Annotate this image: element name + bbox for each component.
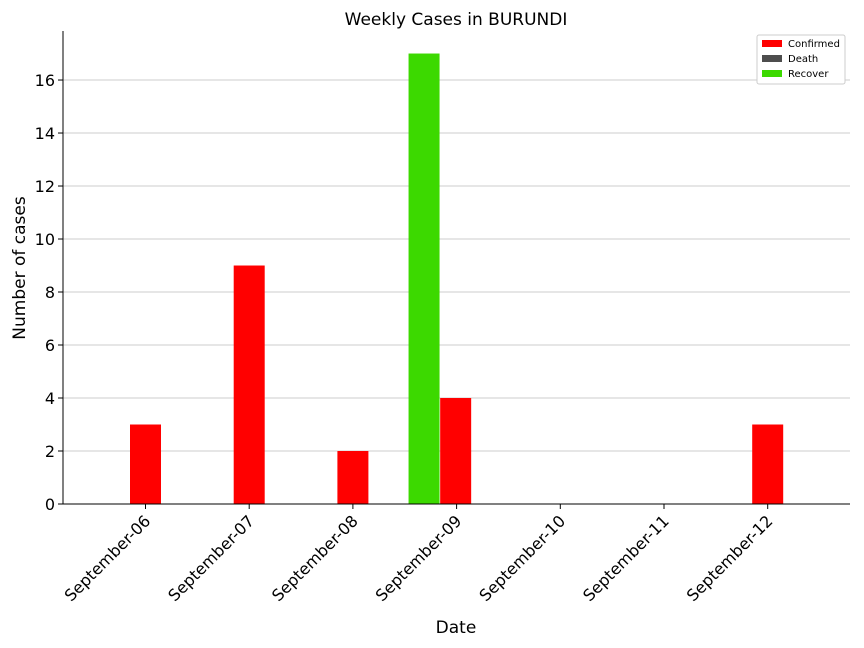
x-tick-label: September-06 [61,511,155,605]
x-tick-label: September-09 [372,511,466,605]
bar-confirmed-september-06 [130,424,161,504]
legend-swatch-recover [762,70,782,77]
legend-label-recover: Recover [788,69,829,80]
y-tick-label: 2 [45,442,55,461]
y-ticks: 0 2 4 6 8 10 12 14 16 [35,71,63,514]
x-axis-title: Date [436,618,477,638]
y-tick-label: 10 [35,230,55,249]
legend: Confirmed Death Recover [756,34,846,85]
y-tick-label: 8 [45,283,55,302]
x-tick-label: September-10 [475,511,569,605]
x-tick-label: September-12 [683,511,777,605]
x-ticks: September-06 September-07 September-08 Sept… [61,504,777,605]
y-tick-label: 16 [35,71,55,90]
y-tick-label: 12 [35,177,55,196]
legend-label-death: Death [788,54,818,65]
legend-swatch-death [762,55,782,62]
x-tick-label: September-07 [164,511,258,605]
y-tick-label: 6 [45,336,55,355]
legend-swatch-confirmed [762,40,782,47]
y-axis-title: Number of cases [10,196,30,340]
bar-confirmed-september-09 [440,398,472,504]
chart-title: Weekly Cases in BURUNDI [345,10,568,30]
legend-label-confirmed: Confirmed [788,39,840,50]
bar-confirmed-september-12 [752,424,784,504]
x-tick-label: September-08 [268,511,362,605]
y-tick-label: 14 [35,124,55,143]
bar-confirmed-september-07 [233,265,265,504]
x-tick-label: September-11 [579,511,673,605]
y-tick-label: 4 [45,389,55,408]
y-tick-label: 0 [45,495,55,514]
bars [130,53,784,505]
bar-recover-september-09 [408,53,440,505]
bar-confirmed-september-08 [337,451,369,504]
gridlines [63,79,850,452]
